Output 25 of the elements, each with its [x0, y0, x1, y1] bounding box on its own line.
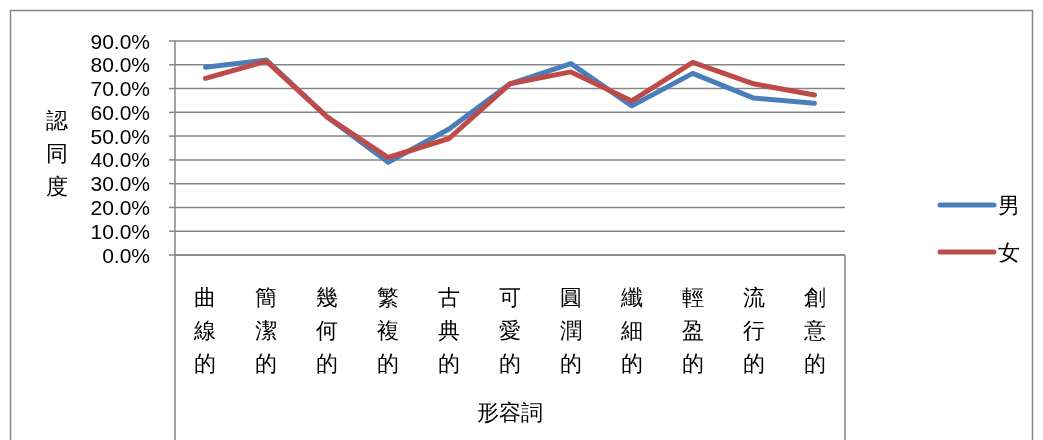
x-tick-label: 古典的: [438, 284, 461, 376]
y-tick-label: 50.0%: [90, 124, 150, 148]
x-tick-label: 纖細的: [619, 284, 643, 376]
x-tick-label: 創意的: [802, 284, 826, 376]
x-axis-title: 形容詞: [477, 399, 543, 425]
y-tick-label: 30.0%: [90, 172, 150, 196]
y-tick-label: 70.0%: [90, 77, 150, 101]
y-tick-label: 0.0%: [102, 243, 150, 267]
x-tick-label: 曲線的: [193, 284, 217, 376]
legend-label: 男: [998, 192, 1020, 218]
y-tick-label: 10.0%: [90, 219, 150, 243]
x-tick-label: 幾何的: [316, 284, 339, 376]
x-tick-label: 繁複的: [377, 284, 400, 376]
x-tick-label: 簡潔的: [255, 284, 278, 376]
y-tick-label: 40.0%: [90, 148, 150, 172]
x-tick-label: 可愛的: [499, 284, 521, 376]
x-tick-label: 圓潤的: [559, 284, 582, 376]
x-tick-label: 輕盈的: [681, 284, 704, 376]
y-tick-label: 60.0%: [90, 100, 150, 124]
y-axis-title: 認同度: [46, 107, 68, 199]
y-tick-label: 80.0%: [90, 53, 150, 77]
y-tick-label: 20.0%: [90, 195, 150, 219]
y-tick-label: 90.0%: [90, 29, 150, 53]
legend-label: 女: [998, 239, 1020, 265]
x-tick-label: 流行的: [742, 284, 765, 376]
